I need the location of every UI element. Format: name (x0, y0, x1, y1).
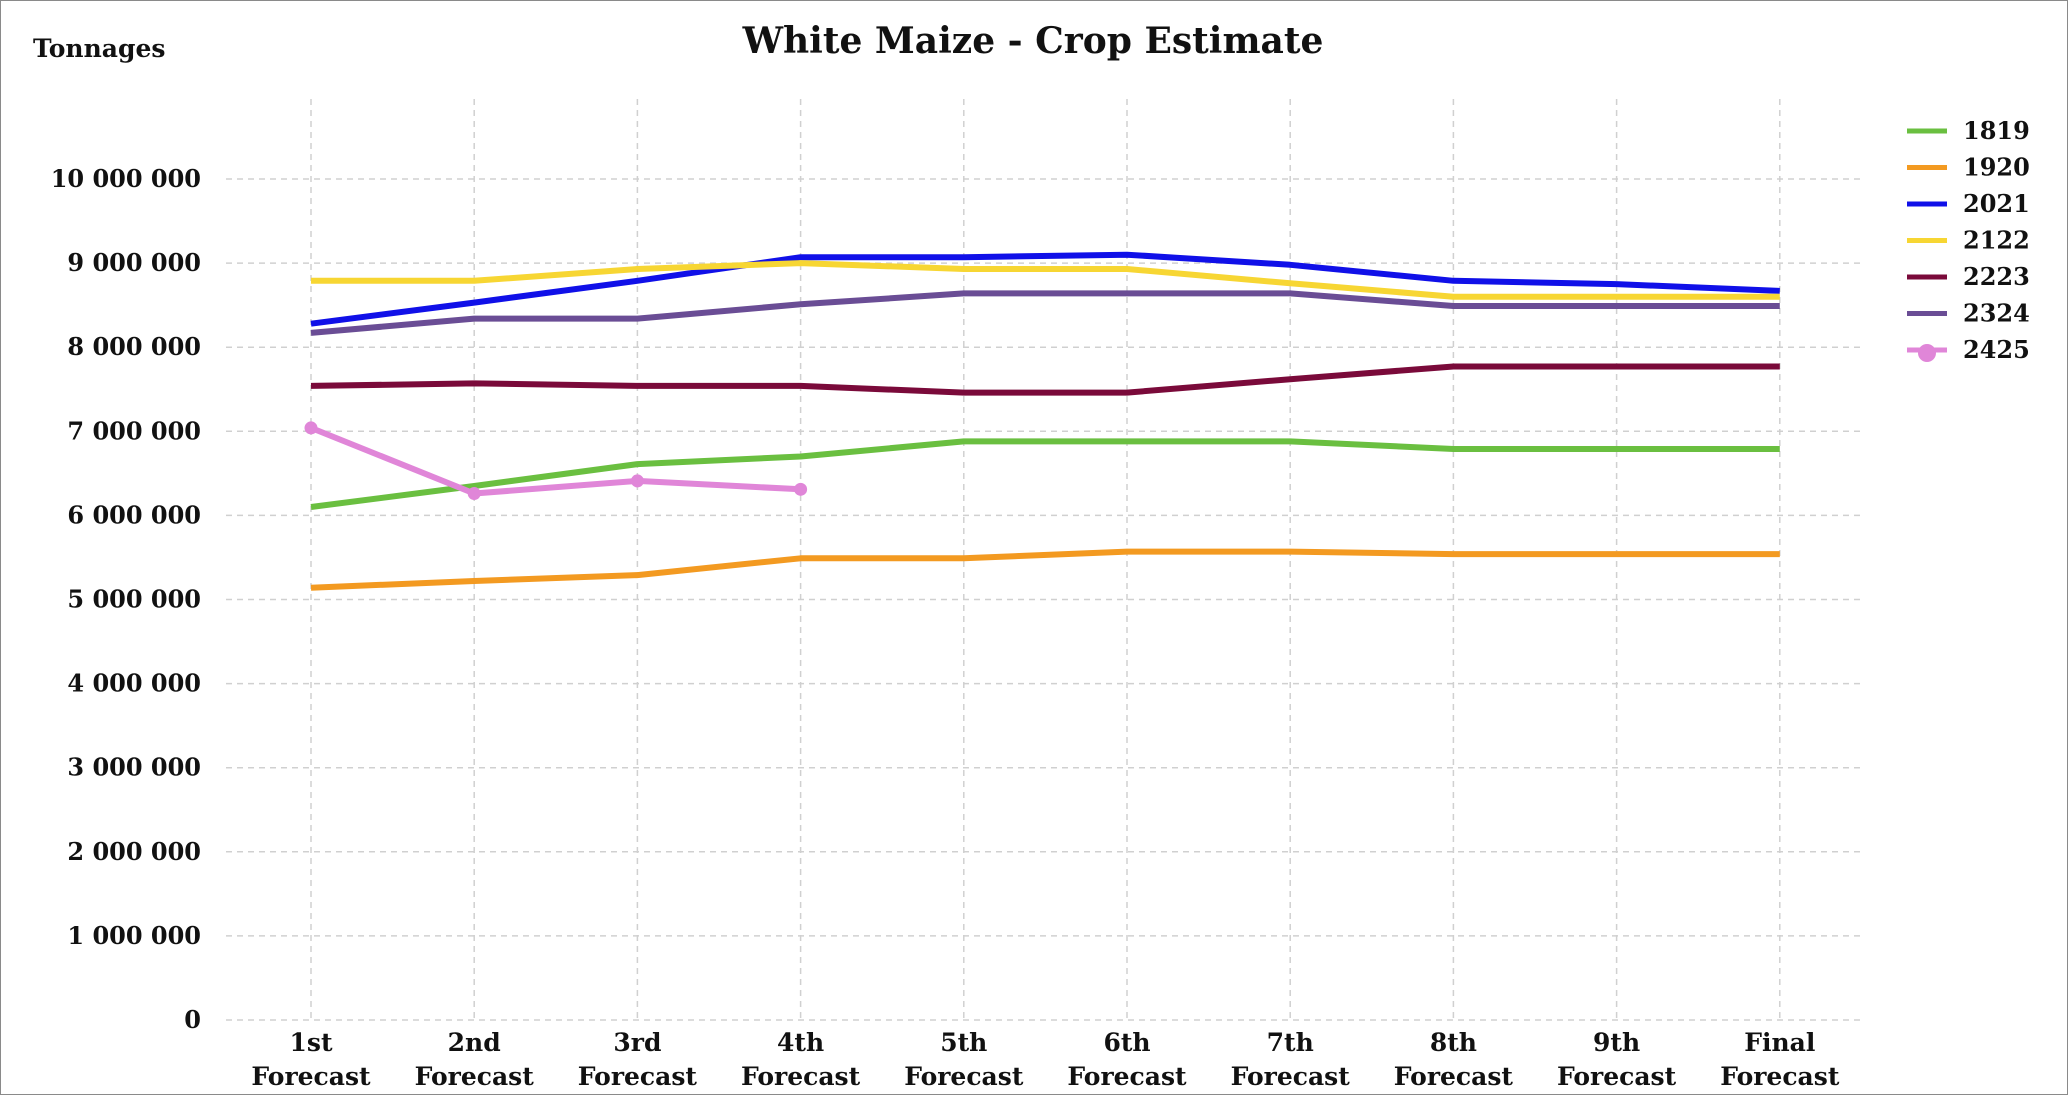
series-line-2324 (310, 290, 1780, 336)
x-tick-label: 1st Forecast (251, 1028, 371, 1091)
legend: 1819 1920 2021 2122 2223 2324 2425 (1907, 116, 2030, 364)
y-tick-label: 9 000 000 (67, 248, 201, 277)
legend-marker-2425 (1918, 344, 1936, 362)
x-tick-label: Final Forecast (1720, 1028, 1840, 1091)
y-tick-label: 7 000 000 (67, 416, 201, 445)
data-point-2425 (630, 474, 644, 488)
legend-label-2122: 2122 (1963, 226, 2030, 255)
series-line-2223 (310, 363, 1780, 396)
series-line-2021 (310, 251, 1780, 327)
series-line-1819 (310, 438, 1780, 510)
x-tick-label: 3rd Forecast (578, 1028, 698, 1091)
data-point-2425 (467, 487, 481, 501)
y-tick-label: 8 000 000 (67, 332, 201, 361)
x-axis-ticks: 1st Forecast 2nd Forecast 3rd Forecast 4th Fore… (251, 1028, 1839, 1091)
data-point-2425 (794, 482, 808, 496)
y-tick-label: 6 000 000 (67, 500, 201, 529)
y-tick-label: 10 000 000 (51, 164, 201, 193)
legend-label-2324: 2324 (1963, 299, 2030, 328)
x-tick-label: 2nd Forecast (415, 1028, 535, 1091)
series-lines (304, 251, 1780, 591)
series-line-2122 (311, 260, 1780, 300)
y-tick-label: 2 000 000 (67, 837, 201, 866)
legend-label-1819: 1819 (1963, 116, 2030, 145)
data-point-2425 (304, 421, 318, 435)
gridlines (226, 99, 1863, 1021)
x-tick-label: 7th Forecast (1231, 1028, 1351, 1091)
y-tick-label: 5 000 000 (67, 585, 201, 614)
legend-label-2021: 2021 (1963, 189, 2030, 218)
legend-label-2425: 2425 (1963, 335, 2030, 364)
y-tick-label: 4 000 000 (67, 669, 201, 698)
legend-label-1920: 1920 (1963, 153, 2030, 182)
chart-title: White Maize - Crop Estimate (742, 20, 1324, 62)
y-tick-label: 1 000 000 (67, 921, 201, 950)
x-tick-label: 6th Forecast (1067, 1028, 1187, 1091)
y-tick-label: 3 000 000 (67, 753, 201, 782)
x-tick-label: 9th Forecast (1557, 1028, 1677, 1091)
y-axis-label: Tonnages (33, 34, 165, 63)
series-line-2425 (309, 425, 801, 497)
x-tick-label: 8th Forecast (1394, 1028, 1514, 1091)
x-tick-label: 5th Forecast (904, 1028, 1024, 1091)
y-tick-label: 0 (184, 1005, 201, 1034)
x-tick-label: 4th Forecast (741, 1028, 861, 1091)
series-line-1920 (310, 548, 1780, 591)
legend-label-2223: 2223 (1963, 262, 2030, 291)
y-axis-ticks: 0 1 000 000 2 000 000 3 000 000 4 000 000 5 0… (51, 164, 201, 1034)
